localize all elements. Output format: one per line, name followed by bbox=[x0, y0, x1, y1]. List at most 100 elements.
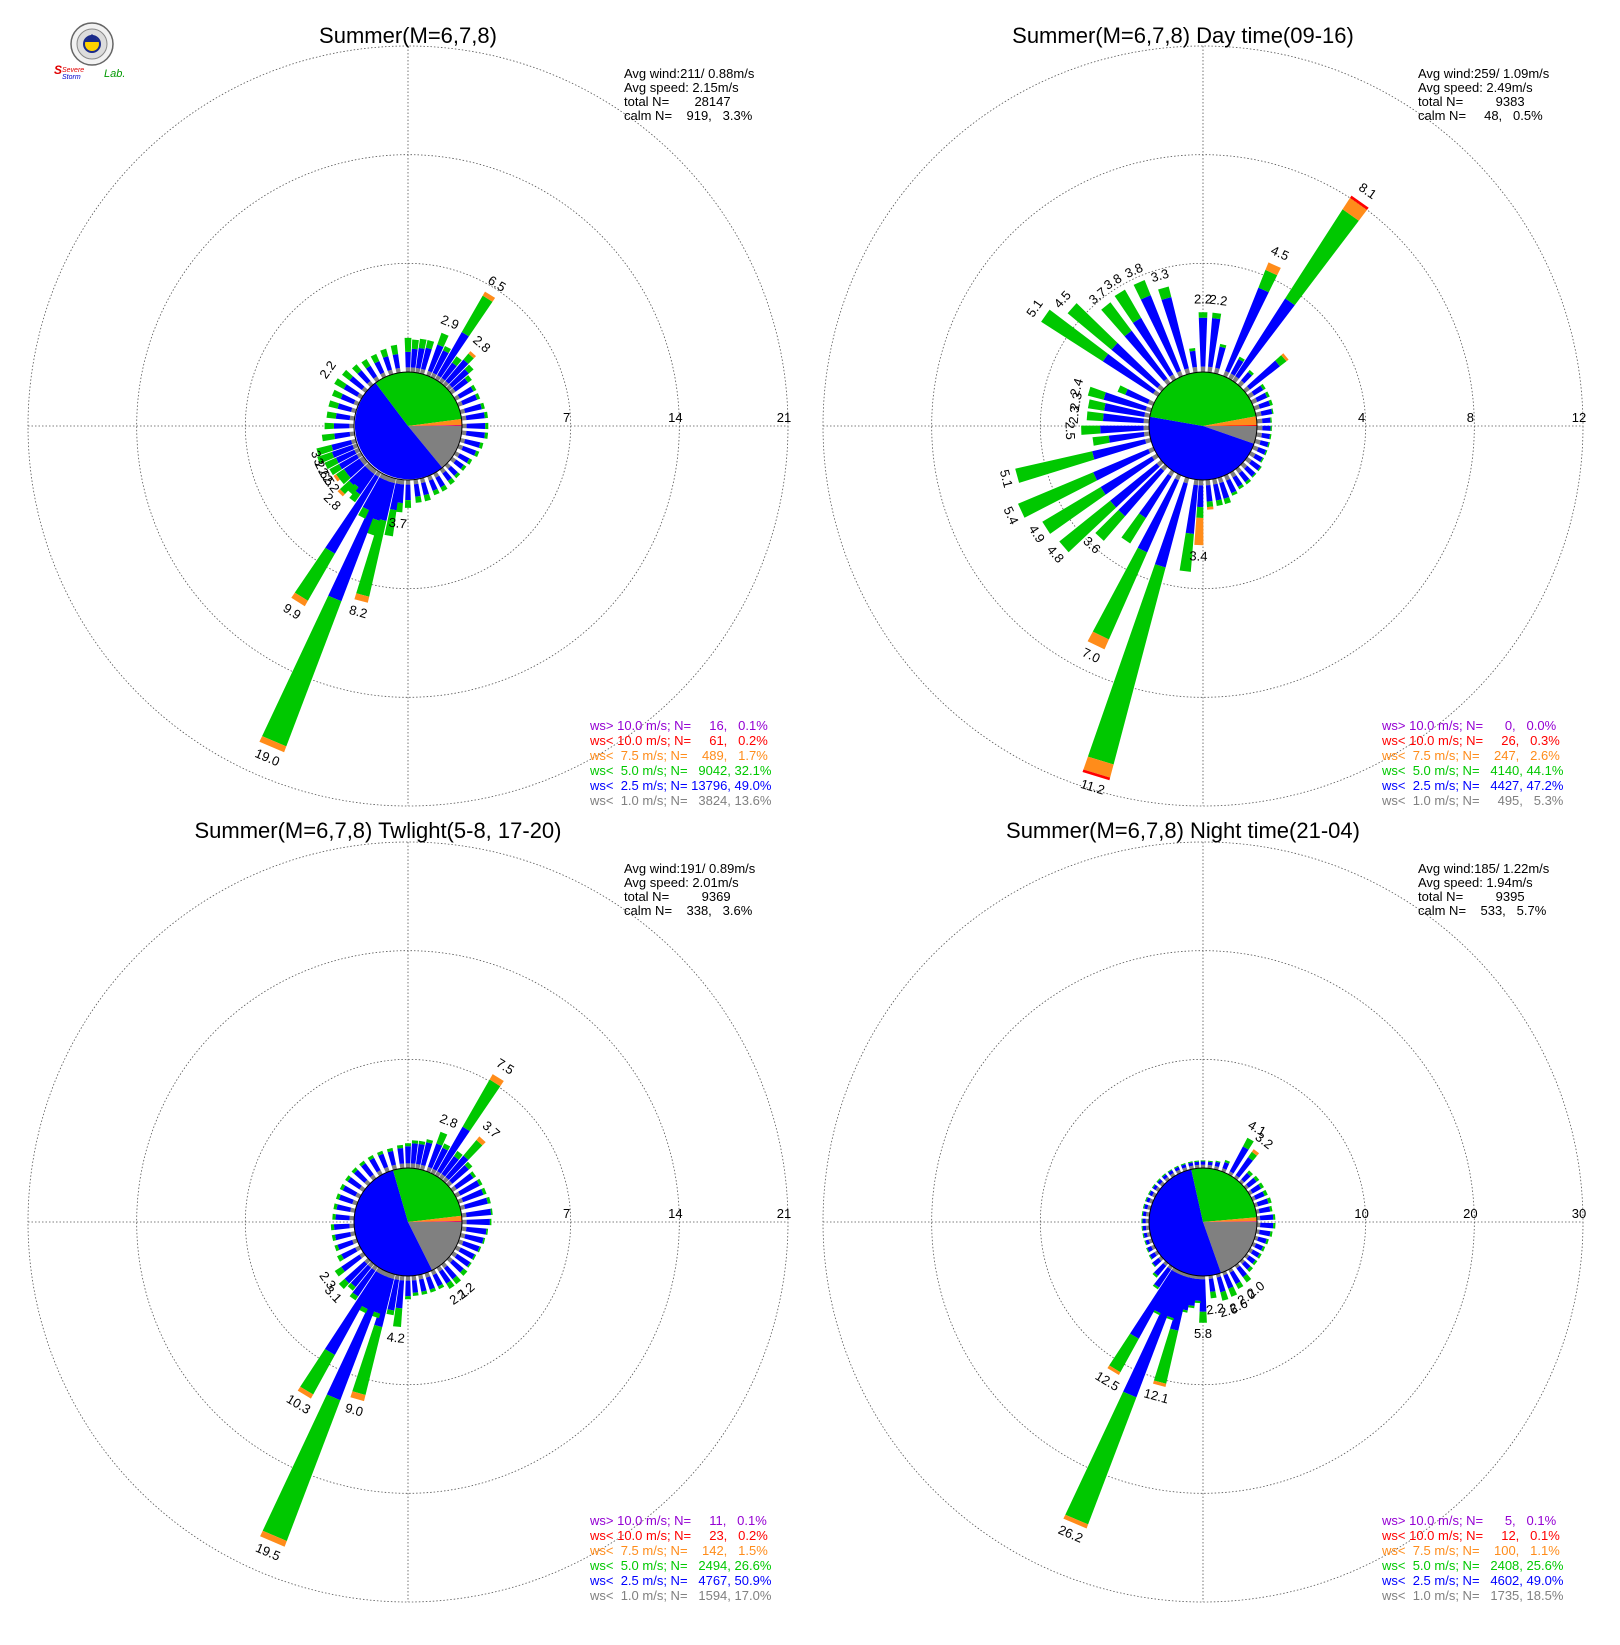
tick-label: 21 bbox=[777, 1206, 791, 1221]
rose-bar-segment bbox=[1212, 313, 1221, 320]
rose-bar-segment bbox=[1199, 318, 1207, 367]
stats-line: Avg wind:259/ 1.09m/s bbox=[1418, 66, 1550, 81]
rose-bar-segment bbox=[1093, 436, 1110, 446]
rose-bar-segment bbox=[393, 354, 400, 369]
legend-entry: ws> 10.0 m/s; N= 11, 0.1% bbox=[589, 1513, 767, 1528]
legend-entry: ws> 10.0 m/s; N= 0, 0.0% bbox=[1381, 718, 1557, 733]
rose-bar-segment bbox=[412, 1140, 418, 1144]
rose-bar-segment bbox=[1260, 1223, 1273, 1229]
stats-line: calm N= 338, 3.6% bbox=[624, 903, 753, 918]
legend-entry: ws< 2.5 m/s; N= 4427, 47.2% bbox=[1381, 778, 1564, 793]
rose-bar-segment bbox=[1207, 501, 1214, 507]
stats-line: total N= 28147 bbox=[624, 94, 731, 109]
rose-bar-segment bbox=[462, 1220, 467, 1225]
rose-bar-segment bbox=[332, 390, 343, 399]
rose-bar-segment bbox=[1081, 426, 1100, 435]
bar-value-label: 11.2 bbox=[1079, 776, 1107, 797]
rose-bar-segment bbox=[467, 423, 486, 429]
panel-title: Summer(M=6,7,8) bbox=[319, 23, 497, 48]
legend-entry: ws< 2.5 m/s; N= 4602, 49.0% bbox=[1381, 1573, 1564, 1588]
bar-value-label: 4.5 bbox=[1269, 243, 1292, 264]
rose-bar-segment bbox=[1109, 1334, 1139, 1373]
tick-label: 10 bbox=[1354, 1206, 1368, 1221]
rose-bar-segment bbox=[1143, 1219, 1146, 1224]
bar-value-label: 3.7 bbox=[388, 515, 408, 532]
stats-line: calm N= 533, 5.7% bbox=[1418, 903, 1547, 918]
rose-bar-segment bbox=[336, 1204, 351, 1212]
rose-bar-segment bbox=[357, 370, 370, 384]
rose-bar-segment bbox=[424, 494, 431, 502]
rose-bar-segment bbox=[374, 361, 384, 374]
panel-title: Summer(M=6,7,8) Twlight(5-8, 17-20) bbox=[194, 818, 561, 843]
legend-entry: ws< 10.0 m/s; N= 61, 0.2% bbox=[589, 733, 768, 748]
rose-bar-segment bbox=[466, 1209, 491, 1217]
bar-value-label: 4.2 bbox=[386, 1329, 406, 1346]
rose-bar-segment bbox=[1141, 1219, 1142, 1224]
rose-bar-segment bbox=[327, 412, 337, 419]
rose-bar-segment bbox=[1143, 1211, 1147, 1216]
tick-label: 4 bbox=[1358, 410, 1365, 425]
rose-bar-segment bbox=[466, 412, 485, 420]
rose-bar-segment bbox=[1260, 440, 1269, 447]
bar-value-label: 5.4 bbox=[1001, 504, 1022, 527]
rose-bar-segment bbox=[1259, 1206, 1271, 1213]
rose-bar-segment bbox=[405, 1143, 411, 1146]
bar-value-label: 3.8 bbox=[1101, 270, 1124, 292]
rose-bar-segment bbox=[334, 423, 350, 429]
rose-bar-segment bbox=[1196, 507, 1203, 518]
bar-value-label: 5.1 bbox=[997, 468, 1016, 489]
bar-value-label: 2.9 bbox=[439, 312, 461, 333]
rose-bar-segment bbox=[1206, 485, 1213, 502]
bar-value-label: 9.0 bbox=[343, 1400, 365, 1419]
rose-bar-segment bbox=[1199, 1312, 1207, 1323]
rose-bar-segment bbox=[405, 485, 411, 501]
stats-line: Avg wind:191/ 0.89m/s bbox=[624, 861, 756, 876]
bar-value-label: 9.9 bbox=[281, 600, 304, 622]
rose-bar-segment bbox=[295, 548, 335, 601]
legend-entry: ws< 10.0 m/s; N= 12, 0.1% bbox=[1381, 1528, 1560, 1543]
bar-value-label: 2.2 bbox=[316, 358, 339, 381]
rose-bar-segment bbox=[419, 339, 427, 349]
rose-bar-segment bbox=[429, 479, 438, 491]
legend-entry: ws> 10.0 m/s; N= 16, 0.1% bbox=[589, 718, 768, 733]
rose-bar-segment bbox=[300, 1349, 335, 1395]
tick-label: 21 bbox=[777, 410, 791, 425]
rose-bar-segment bbox=[338, 403, 353, 412]
rose-bar-segment bbox=[1197, 485, 1203, 507]
rose-bar-segment bbox=[1273, 1223, 1276, 1229]
rose-bar-segment bbox=[462, 446, 477, 456]
legend-entry: ws< 7.5 m/s; N= 489, 1.7% bbox=[589, 748, 768, 763]
rose-bar-segment bbox=[354, 1170, 368, 1183]
bar-value-label: 7.5 bbox=[494, 1055, 517, 1077]
legend-entry: ws> 10.0 m/s; N= 5, 0.1% bbox=[1381, 1513, 1557, 1528]
rose-bar-segment bbox=[1201, 1162, 1206, 1165]
stats-line: total N= 9395 bbox=[1418, 889, 1525, 904]
rose-bar-segment bbox=[380, 349, 388, 358]
rose-bar-segment bbox=[366, 366, 377, 379]
bar-value-label: 3.3 bbox=[1149, 266, 1171, 285]
rose-bar-segment bbox=[1144, 426, 1150, 431]
rose-bar-segment bbox=[426, 1276, 435, 1289]
tick-label: 12 bbox=[1572, 410, 1586, 425]
rose-bar-segment bbox=[334, 1224, 350, 1230]
rose-bar-segment bbox=[462, 296, 493, 337]
rose-bar-segment bbox=[466, 1227, 487, 1235]
rose-bar-segment bbox=[485, 423, 488, 429]
legend-entry: ws< 1.0 m/s; N= 1594, 17.0% bbox=[589, 1588, 772, 1603]
rose-bar-segment bbox=[383, 356, 392, 371]
rose-bar-segment bbox=[406, 1276, 411, 1281]
bar-value-label: 8.2 bbox=[348, 602, 369, 621]
tick-label: 20 bbox=[1463, 1206, 1477, 1221]
rose-bar-segment bbox=[1255, 393, 1267, 402]
rose-bar-segment bbox=[341, 394, 356, 404]
rose-bar-segment bbox=[1143, 1226, 1147, 1231]
legend-entry: ws< 1.0 m/s; N= 3824, 13.6% bbox=[589, 793, 772, 808]
rose-bar-segment bbox=[339, 1195, 354, 1205]
logo-severe-text: S bbox=[54, 63, 62, 77]
rose-bar-segment bbox=[1257, 1199, 1269, 1207]
rose-bar-segment bbox=[361, 1163, 374, 1177]
rose-bar-segment bbox=[1201, 1160, 1206, 1161]
rose-bar-segment bbox=[419, 1279, 427, 1292]
panel-title: Summer(M=6,7,8) Day time(09-16) bbox=[1012, 23, 1354, 48]
